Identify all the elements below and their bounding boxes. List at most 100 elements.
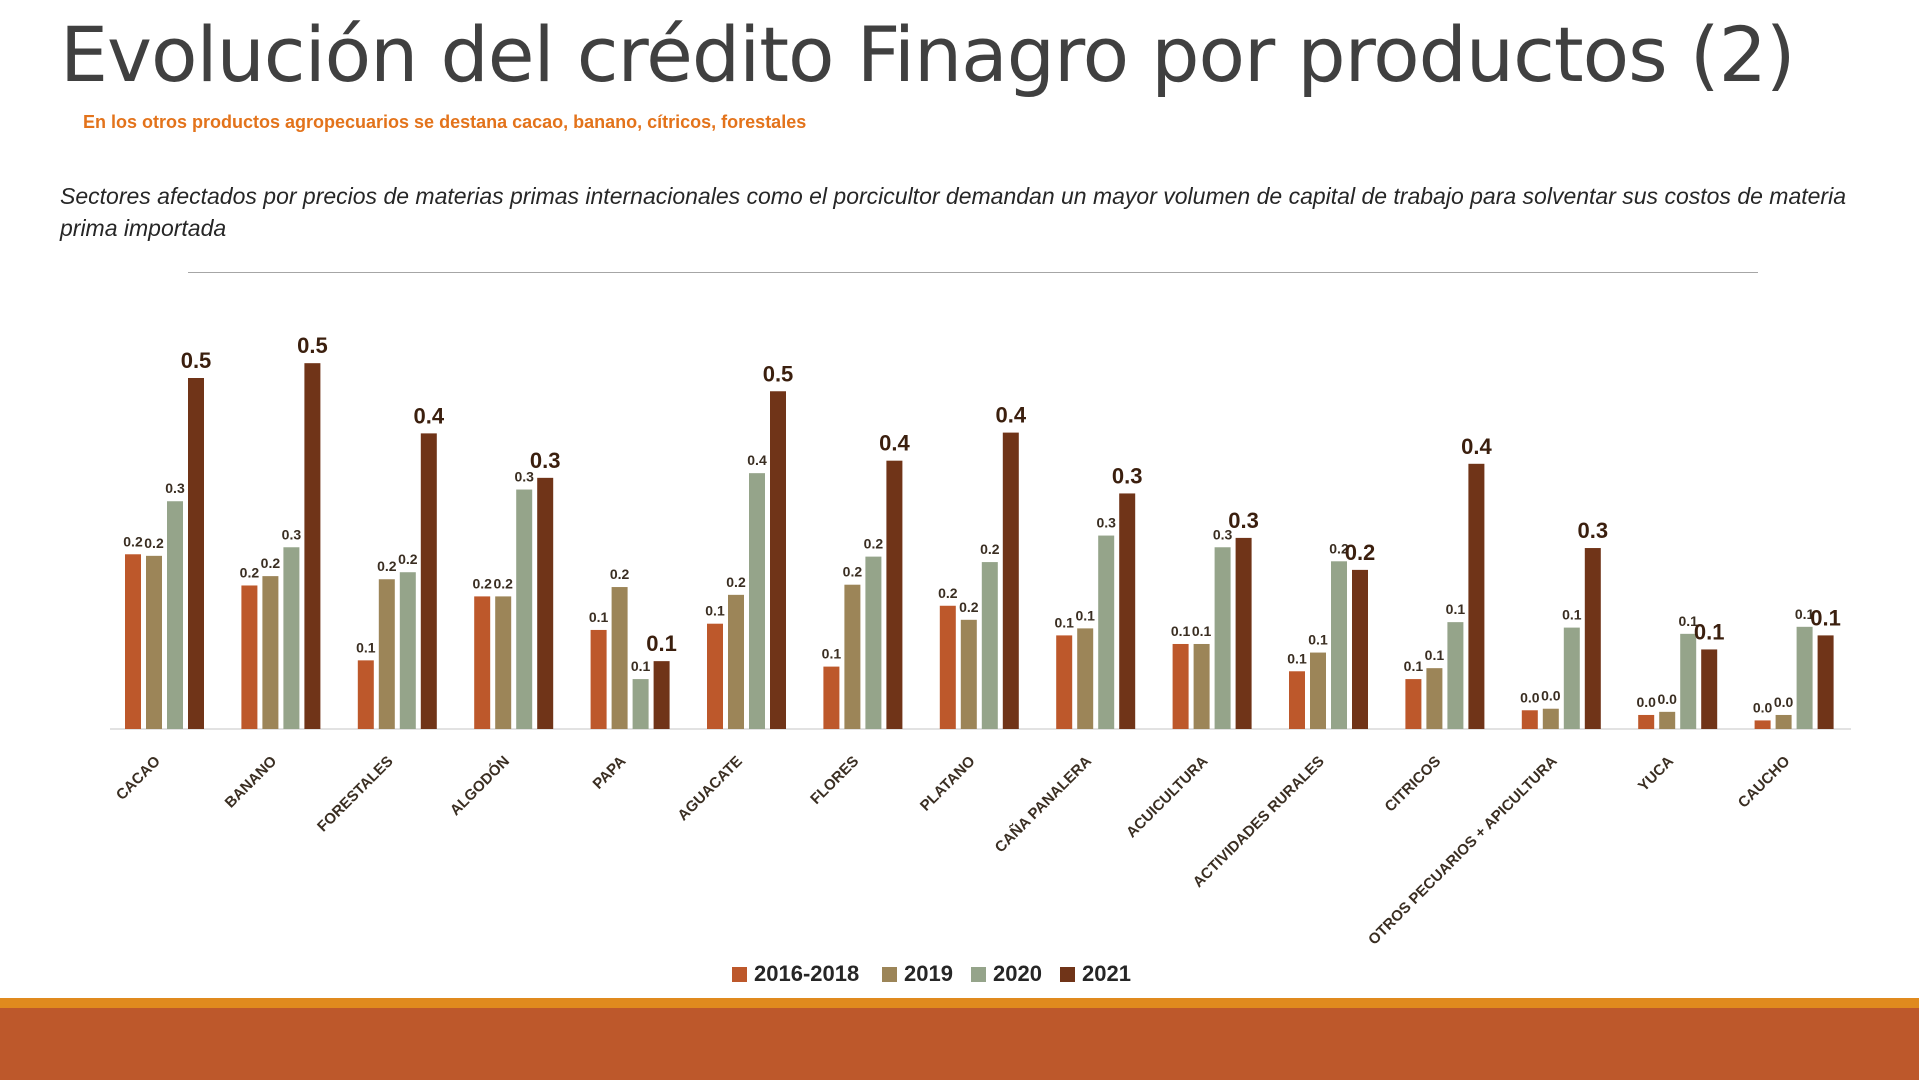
- value-label-flores-2019: 0.2: [843, 564, 863, 580]
- value-label-cacao-2021: 0.5: [181, 348, 212, 373]
- slide-description: Sectores afectados por precios de materi…: [60, 183, 1846, 241]
- legend-swatch-2019: [882, 967, 897, 982]
- bar-citricos-2020: [1447, 622, 1464, 729]
- category-label-actividades-rurales: ACTIVIDADES RURALES: [1190, 753, 1328, 891]
- legend-label-2021: 2021: [1082, 961, 1131, 986]
- category-label-yuca: YUCA: [1635, 753, 1677, 795]
- bar-banano-2016-2018: [241, 585, 258, 729]
- bar-cana-panalera-2016-2018: [1056, 635, 1073, 729]
- value-label-acuicultura-2021: 0.3: [1228, 508, 1259, 533]
- bar-actividades-rurales-2019: [1310, 652, 1326, 729]
- category-label-cana-panalera: CAÑA PANALERA: [991, 752, 1095, 856]
- bar-acuicultura-2019: [1193, 643, 1210, 729]
- chart-legend: 2016-2018 2019 2020 2021: [732, 961, 1131, 986]
- category-label-otros-pecuarios-apicultura: OTROS PECUARIOS + APICULTURA: [1365, 753, 1561, 949]
- bar-actividades-rurales-2016-2018: [1289, 671, 1305, 729]
- value-label-algodon-2020: 0.3: [514, 469, 534, 485]
- value-label-yuca-2016-2018: 0.0: [1636, 694, 1656, 710]
- bars-group: [125, 363, 1834, 729]
- category-label-papa: PAPA: [590, 753, 630, 793]
- value-label-forestales-2019: 0.2: [377, 558, 397, 574]
- bar-otros-pecuarios-apicultura-2021: [1584, 548, 1601, 729]
- value-label-aguacate-2021: 0.5: [763, 361, 794, 386]
- value-label-actividades-rurales-2021: 0.2: [1345, 540, 1376, 565]
- bar-caucho-2021: [1817, 635, 1834, 729]
- bar-cana-panalera-2019: [1077, 628, 1094, 729]
- bar-platano-2016-2018: [939, 605, 956, 729]
- bar-citricos-2016-2018: [1405, 679, 1422, 729]
- value-label-algodon-2019: 0.2: [493, 575, 513, 591]
- value-label-cacao-2016-2018: 0.2: [123, 533, 143, 549]
- bar-banano-2021: [304, 363, 321, 729]
- bar-flores-2020: [865, 556, 882, 729]
- slide-subtitle: En los otros productos agropecuarios se …: [83, 112, 807, 132]
- bar-citricos-2019: [1426, 668, 1443, 729]
- value-label-platano-2016-2018: 0.2: [938, 585, 958, 601]
- value-label-yuca-2020: 0.1: [1678, 613, 1698, 629]
- value-label-caucho-2020: 0.1: [1795, 606, 1815, 622]
- value-label-flores-2016-2018: 0.1: [822, 646, 842, 662]
- bar-aguacate-2021: [770, 391, 786, 729]
- bar-cacao-2019: [146, 555, 162, 729]
- bar-otros-pecuarios-apicultura-2019: [1542, 708, 1559, 729]
- value-label-platano-2019: 0.2: [959, 599, 979, 615]
- value-label-forestales-2020: 0.2: [398, 551, 418, 567]
- value-label-otros-pecuarios-apicultura-2020: 0.1: [1562, 607, 1582, 623]
- bar-citricos-2021: [1468, 463, 1485, 729]
- category-label-forestales: FORESTALES: [314, 753, 397, 836]
- value-label-otros-pecuarios-apicultura-2021: 0.3: [1578, 518, 1609, 543]
- bar-yuca-2020: [1680, 633, 1697, 729]
- bar-acuicultura-2021: [1235, 537, 1252, 729]
- value-label-citricos-2021: 0.4: [1461, 434, 1492, 459]
- bar-forestales-2020: [399, 572, 416, 729]
- value-label-platano-2020: 0.2: [980, 541, 1000, 557]
- bar-platano-2021: [1002, 432, 1019, 729]
- value-label-forestales-2016-2018: 0.1: [356, 639, 376, 655]
- category-label-caucho: CAUCHO: [1735, 753, 1794, 812]
- value-label-flores-2020: 0.2: [864, 536, 884, 552]
- divider-line: [188, 272, 1758, 273]
- value-label-citricos-2016-2018: 0.1: [1404, 658, 1424, 674]
- legend-label-2019: 2019: [904, 961, 953, 986]
- value-label-acuicultura-2016-2018: 0.1: [1171, 623, 1191, 639]
- bar-chart: 0.2 0.20.30.50.20.20.30.50.10.2 0.20.40.2 0…: [110, 333, 1851, 986]
- footer-accent-stripe: [0, 998, 1919, 1008]
- value-label-algodon-2016-2018: 0.2: [472, 575, 492, 591]
- value-label-cana-panalera-2021: 0.3: [1112, 463, 1143, 488]
- value-label-actividades-rurales-2016-2018: 0.1: [1287, 650, 1307, 666]
- bar-papa-2020: [632, 679, 649, 729]
- bar-aguacate-2020: [749, 473, 765, 729]
- value-label-citricos-2020: 0.1: [1446, 601, 1466, 617]
- value-label-papa-2016-2018: 0.1: [589, 609, 609, 625]
- bar-algodon-2020: [516, 489, 533, 729]
- bar-cana-panalera-2021: [1119, 493, 1136, 729]
- value-label-banano-2020: 0.3: [282, 526, 302, 542]
- bar-aguacate-2019: [728, 594, 744, 729]
- legend-label-2020: 2020: [993, 961, 1042, 986]
- bar-otros-pecuarios-apicultura-2020: [1563, 627, 1580, 729]
- bar-caucho-2016-2018: [1754, 720, 1771, 729]
- bar-cacao-2020: [167, 501, 183, 729]
- value-label-papa-2019: 0.2: [610, 566, 630, 582]
- value-label-forestales-2021: 0.4: [414, 403, 445, 428]
- bar-banano-2020: [283, 547, 300, 729]
- category-label-cacao: CACAO: [113, 753, 164, 804]
- bar-flores-2021: [886, 460, 903, 729]
- bar-forestales-2021: [420, 433, 437, 729]
- legend-swatch-2021: [1060, 967, 1075, 982]
- value-label-cacao-2019: 0.2: [144, 535, 164, 551]
- bar-banano-2019: [262, 576, 279, 729]
- category-label-flores: FLORES: [807, 753, 862, 808]
- legend-label-2016-2018: 2016-2018: [754, 961, 859, 986]
- bar-aguacate-2016-2018: [707, 623, 723, 729]
- bar-flores-2016-2018: [823, 666, 840, 729]
- bar-cana-panalera-2020: [1098, 535, 1115, 729]
- footer-band: [0, 1008, 1919, 1080]
- value-labels-group: 0.2 0.20.30.50.20.20.30.50.10.2 0.20.40.2 0…: [123, 333, 1841, 715]
- bar-algodon-2019: [495, 596, 512, 729]
- value-label-actividades-rurales-2019: 0.1: [1308, 632, 1328, 648]
- bar-cacao-2016-2018: [125, 554, 141, 729]
- value-label-papa-2020: 0.1: [631, 658, 651, 674]
- bar-forestales-2016-2018: [357, 660, 374, 729]
- value-label-banano-2016-2018: 0.2: [240, 564, 260, 580]
